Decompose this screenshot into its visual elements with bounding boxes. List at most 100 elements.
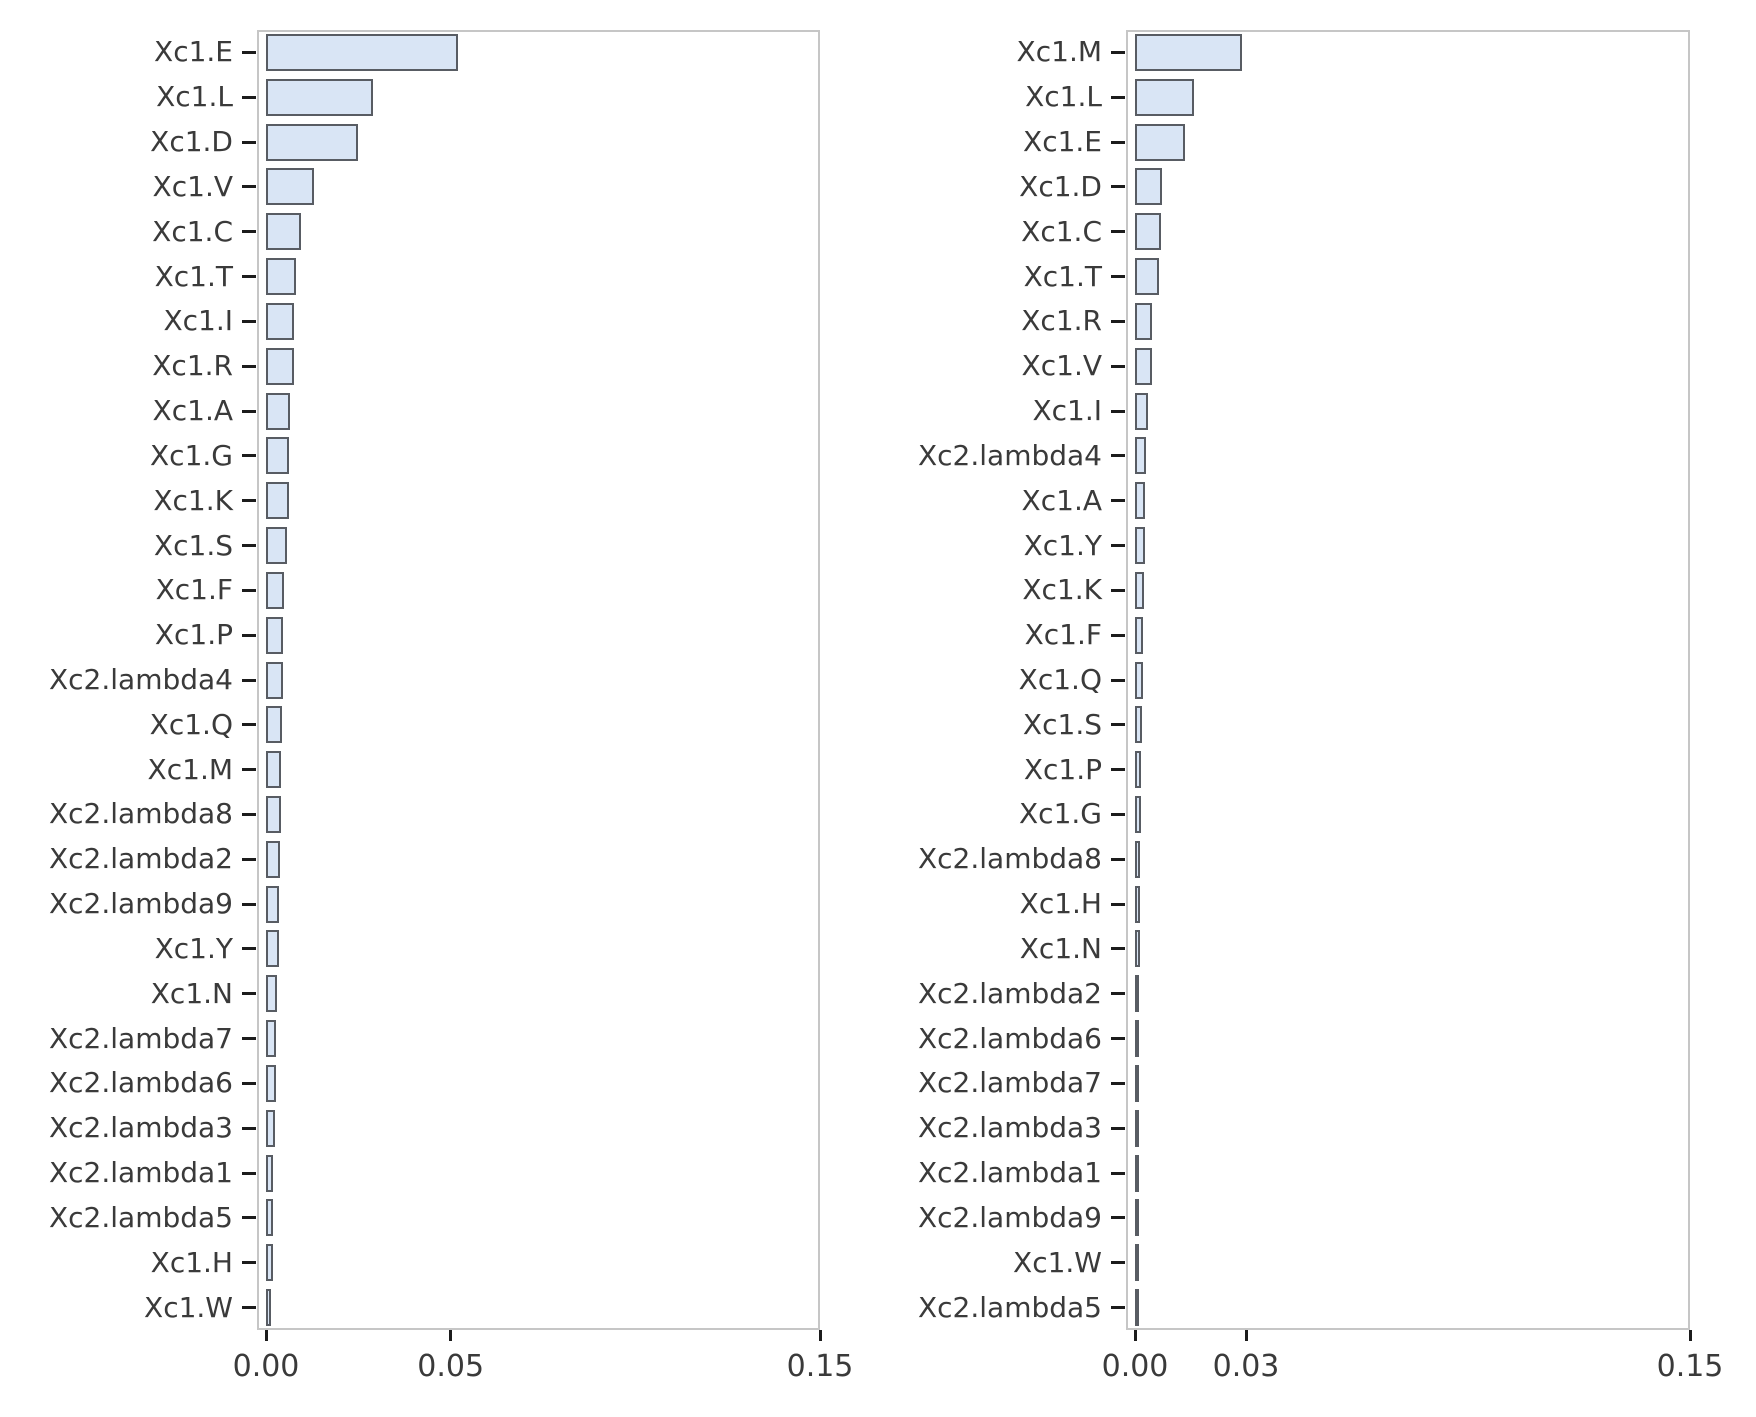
- category-label: Xc2.lambda3: [48, 1111, 233, 1145]
- importance-bar: [1135, 885, 1140, 923]
- category-label: Xc1.Y: [1023, 528, 1102, 562]
- importance-bar: [1135, 840, 1140, 878]
- category-label: Xc1.H: [150, 1245, 233, 1279]
- importance-bar: [266, 930, 279, 968]
- y-tick-mark: [242, 1126, 256, 1130]
- category-label: Xc1.K: [1022, 573, 1102, 607]
- category-label: Xc2.lambda1: [48, 1156, 233, 1190]
- category-label: Xc1.E: [154, 35, 233, 69]
- importance-bar: [1135, 1199, 1139, 1237]
- y-tick-mark: [242, 947, 256, 951]
- category-label: Xc2.lambda3: [917, 1111, 1102, 1145]
- importance-bar: [266, 885, 279, 923]
- y-tick-mark: [242, 1037, 256, 1041]
- importance-bar: [1135, 123, 1185, 161]
- importance-bar: [1135, 616, 1143, 654]
- category-label: Xc1.P: [154, 618, 233, 652]
- category-label: Xc1.W: [144, 1290, 233, 1324]
- category-label: Xc1.W: [1013, 1245, 1102, 1279]
- category-label: Xc1.H: [1019, 887, 1102, 921]
- importance-bar: [266, 78, 373, 116]
- importance-bar: [1135, 437, 1146, 475]
- category-label: Xc2.lambda8: [48, 797, 233, 831]
- category-label: Xc1.G: [1019, 797, 1102, 831]
- y-tick-mark: [1111, 588, 1125, 592]
- category-label: Xc1.A: [1021, 483, 1102, 517]
- importance-bar: [266, 1244, 273, 1282]
- x-tick-label: 0.00: [232, 1349, 300, 1384]
- importance-bar: [1135, 1064, 1139, 1102]
- category-label: Xc2.lambda5: [48, 1200, 233, 1234]
- y-tick-mark: [1111, 812, 1125, 816]
- category-label: Xc1.F: [1024, 618, 1102, 652]
- category-label: Xc1.E: [1023, 125, 1102, 159]
- x-tick-label: 0.00: [1101, 1349, 1169, 1384]
- y-tick-mark: [242, 409, 256, 413]
- y-tick-mark: [1111, 140, 1125, 144]
- x-tick-mark: [264, 1330, 268, 1341]
- y-tick-mark: [242, 1306, 256, 1310]
- y-tick-mark: [242, 768, 256, 772]
- y-tick-mark: [1111, 857, 1125, 861]
- importance-bar: [266, 1154, 273, 1192]
- importance-bar: [266, 437, 289, 475]
- x-tick-label: 0.03: [1212, 1349, 1280, 1384]
- category-label: Xc2.lambda2: [48, 842, 233, 876]
- y-tick-mark: [1111, 1081, 1125, 1085]
- importance-bar: [266, 1020, 276, 1058]
- y-tick-mark: [242, 812, 256, 816]
- importance-bar: [266, 661, 283, 699]
- importance-bar: [266, 975, 277, 1013]
- importance-bar: [1135, 1154, 1139, 1192]
- importance-bar: [1135, 527, 1145, 565]
- category-label: Xc1.R: [1021, 304, 1102, 338]
- importance-bar: [1135, 168, 1162, 206]
- category-label: Xc1.G: [150, 438, 233, 472]
- importance-bar: [1135, 1109, 1139, 1147]
- importance-bar: [1135, 706, 1142, 744]
- y-tick-mark: [1111, 1216, 1125, 1220]
- category-label: Xc2.lambda2: [917, 976, 1102, 1010]
- importance-bar: [266, 527, 287, 565]
- category-label: Xc1.T: [1023, 259, 1102, 293]
- category-label: Xc1.D: [1019, 169, 1102, 203]
- y-tick-mark: [242, 364, 256, 368]
- importance-bar: [266, 347, 294, 385]
- y-tick-mark: [242, 50, 256, 54]
- importance-bar: [266, 751, 281, 789]
- y-tick-mark: [242, 1216, 256, 1220]
- x-tick-label: 0.15: [1656, 1349, 1724, 1384]
- category-label: Xc2.lambda5: [917, 1290, 1102, 1324]
- y-tick-mark: [242, 992, 256, 996]
- category-label: Xc1.V: [1021, 349, 1102, 383]
- y-tick-mark: [1111, 1037, 1125, 1041]
- category-label: Xc2.lambda4: [917, 438, 1102, 472]
- category-label: Xc2.lambda4: [48, 663, 233, 696]
- category-label: Xc1.K: [153, 483, 233, 517]
- y-tick-mark: [242, 588, 256, 592]
- importance-bar: [1135, 482, 1145, 520]
- y-tick-mark: [1111, 768, 1125, 772]
- y-tick-mark: [1111, 633, 1125, 637]
- importance-bar: [1135, 1244, 1139, 1282]
- category-label: Xc1.R: [152, 349, 233, 383]
- importance-bar: [266, 795, 281, 833]
- category-label: Xc1.S: [1022, 707, 1102, 741]
- y-tick-mark: [242, 857, 256, 861]
- y-tick-mark: [242, 95, 256, 99]
- importance-bar: [1135, 795, 1141, 833]
- category-label: Xc1.C: [152, 214, 233, 248]
- importance-bar: [266, 123, 358, 161]
- importance-bar: [1135, 347, 1152, 385]
- y-tick-mark: [1111, 454, 1125, 458]
- importance-bar: [266, 482, 289, 520]
- category-label: Xc2.lambda7: [48, 1021, 233, 1055]
- importance-bar: [1135, 975, 1139, 1013]
- importance-bar: [266, 616, 283, 654]
- importance-bar: [1135, 571, 1144, 609]
- y-tick-mark: [242, 230, 256, 234]
- importance-bar: [1135, 930, 1140, 968]
- plot-panel: [1126, 30, 1690, 1330]
- y-tick-mark: [1111, 185, 1125, 189]
